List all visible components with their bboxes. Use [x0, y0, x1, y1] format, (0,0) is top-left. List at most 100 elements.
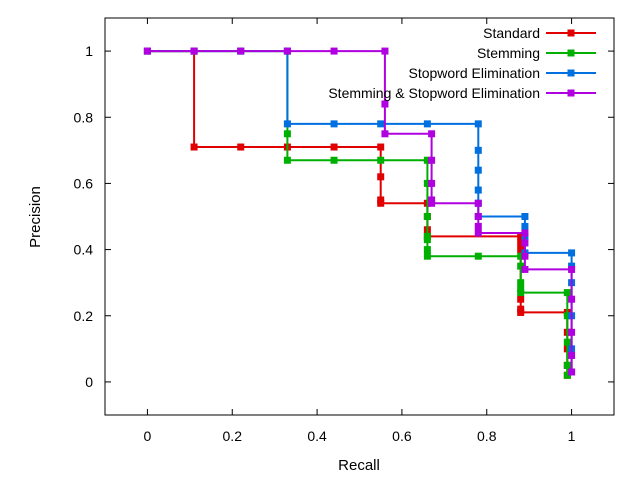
legend-swatch-marker	[567, 49, 575, 57]
data-point	[423, 236, 431, 244]
data-point	[568, 249, 576, 257]
data-point	[521, 239, 529, 247]
data-point	[237, 47, 245, 55]
legend: Standard Stemming Stopword Elimination Stem…	[328, 25, 596, 101]
data-point	[423, 179, 431, 187]
y-tick-label: 0.6	[74, 175, 94, 191]
y-tick-label: 0.2	[74, 308, 94, 324]
data-point	[521, 222, 529, 230]
data-point	[330, 120, 338, 128]
data-point	[517, 289, 525, 297]
legend-swatch-marker	[567, 89, 575, 97]
data-point	[474, 229, 482, 237]
data-point	[423, 252, 431, 260]
data-point	[237, 143, 245, 151]
data-point	[474, 222, 482, 230]
data-point	[563, 289, 571, 297]
data-point	[283, 120, 291, 128]
y-tick-label: 0.8	[74, 109, 94, 125]
series-line	[147, 50, 569, 376]
data-point	[517, 239, 525, 247]
data-point	[423, 120, 431, 128]
data-point	[521, 229, 529, 237]
data-point	[377, 156, 385, 164]
data-point	[517, 295, 525, 303]
legend-item: Stemming	[477, 45, 596, 61]
data-point	[517, 246, 525, 254]
data-point	[474, 166, 482, 174]
y-axis-ticks: 0 0.2 0.4 0.6 0.8 1	[74, 43, 614, 390]
data-point	[381, 47, 389, 55]
x-tick-label: 0.2	[223, 428, 243, 444]
data-point	[423, 156, 431, 164]
data-point	[381, 100, 389, 108]
y-axis-title: Precision	[27, 186, 44, 248]
data-point	[330, 47, 338, 55]
data-point	[423, 246, 431, 254]
data-point	[568, 368, 576, 376]
data-point	[563, 361, 571, 369]
data-point	[474, 120, 482, 128]
data-point	[330, 156, 338, 164]
data-point	[428, 156, 436, 164]
data-point	[563, 312, 571, 320]
data-point	[563, 371, 571, 379]
x-axis-ticks: 0 0.2 0.4 0.6 0.8 1	[144, 18, 576, 444]
data-point	[474, 199, 482, 207]
data-point	[521, 252, 529, 260]
data-point	[428, 199, 436, 207]
series-3	[143, 47, 576, 376]
legend-label: Standard	[483, 25, 540, 41]
data-point	[377, 199, 385, 207]
legend-label: Stopword Elimination	[408, 65, 540, 81]
data-point	[474, 186, 482, 194]
series-layer	[143, 47, 576, 379]
data-point	[568, 328, 576, 336]
x-tick-label: 0.8	[477, 428, 497, 444]
data-point	[563, 338, 571, 346]
x-tick-label: 0.6	[392, 428, 412, 444]
data-point	[521, 265, 529, 273]
data-point	[423, 213, 431, 220]
data-point	[143, 47, 151, 55]
legend-item: Standard	[483, 25, 596, 41]
legend-swatch-marker	[567, 69, 575, 77]
data-point	[521, 213, 529, 220]
data-point	[428, 179, 436, 187]
data-point	[517, 232, 525, 240]
plot-frame	[104, 17, 615, 416]
data-point	[330, 143, 338, 151]
x-tick-label: 1	[568, 428, 576, 444]
data-point	[517, 252, 525, 260]
y-tick-label: 0.4	[74, 242, 94, 258]
legend-item: Stopword Elimination	[408, 65, 596, 81]
series-1	[143, 47, 571, 379]
data-point	[474, 213, 482, 220]
data-point	[428, 130, 436, 138]
data-point	[517, 262, 525, 270]
data-point	[377, 143, 385, 151]
data-point	[283, 47, 291, 55]
series-line	[147, 50, 573, 372]
data-point	[377, 120, 385, 128]
data-point	[568, 351, 576, 359]
x-tick-label: 0	[144, 428, 152, 444]
y-tick-label: 0	[85, 374, 93, 390]
x-tick-label: 0.4	[307, 428, 327, 444]
legend-label: Stemming & Stopword Elimination	[328, 85, 540, 101]
data-point	[517, 279, 525, 287]
data-point	[283, 130, 291, 138]
data-point	[568, 295, 576, 303]
data-point	[377, 173, 385, 181]
data-point	[568, 265, 576, 273]
legend-swatch-marker	[567, 29, 575, 37]
data-point	[474, 252, 482, 260]
data-point	[517, 308, 525, 316]
legend-item: Stemming & Stopword Elimination	[328, 85, 596, 101]
y-tick-label: 1	[85, 43, 93, 59]
data-point	[190, 143, 198, 151]
x-axis-title: Recall	[338, 457, 380, 474]
data-point	[381, 130, 389, 138]
data-point	[283, 156, 291, 164]
